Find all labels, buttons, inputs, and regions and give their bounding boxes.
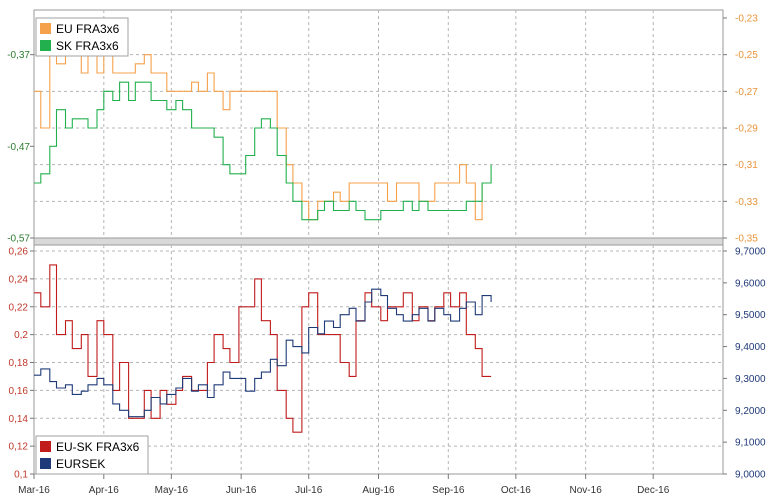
y-tick-label-right: -0,23 <box>735 14 758 25</box>
y-tick-label-right: 9,2000 <box>735 406 766 417</box>
series-line-eursek <box>34 288 492 418</box>
y-tick-label-right: 9,1000 <box>735 438 766 449</box>
legend-box <box>35 435 149 475</box>
y-tick-label-left: 0,16 <box>9 386 29 397</box>
y-tick-label-right: -0,29 <box>735 124 758 135</box>
panel-separator <box>33 237 724 246</box>
legend-label: EU FRA3x6 <box>56 22 120 36</box>
y-tick-label-left: 0,26 <box>9 247 29 258</box>
legend-label: SK FRA3x6 <box>56 39 119 53</box>
y-tick-label-right: -0,27 <box>735 87 758 98</box>
x-tick-label: Sep-16 <box>432 485 465 496</box>
axes: Mar-16 Apr-16 May-16 Jun-16 Jul-16 Aug-16 Sep-… <box>7 14 766 497</box>
legend-label: EU-SK FRA3x6 <box>56 440 140 454</box>
x-tick-label: May-16 <box>155 485 189 496</box>
y-tick-label-left: 0,22 <box>9 302 29 313</box>
series-line-eu-sk-fra3x6 <box>34 264 492 433</box>
y-tick-label-left: 0,1 <box>14 470 28 481</box>
y-tick-label-left: 0,14 <box>9 414 29 425</box>
legend-swatch <box>40 40 51 51</box>
x-tick-label: Oct-16 <box>501 485 531 496</box>
y-tick-label-left: -0,37 <box>7 50 30 61</box>
y-tick-label-right: 9,5000 <box>735 310 766 321</box>
y-tick-label-left: 0,24 <box>9 274 29 285</box>
y-tick-label-right: -0,31 <box>735 160 758 171</box>
y-tick-label-left: -0,47 <box>7 142 30 153</box>
y-tick-label-left: 0,18 <box>9 358 29 369</box>
y-tick-label-left: 0,2 <box>14 330 28 341</box>
legend-swatch <box>40 23 51 34</box>
x-tick-label: Jul-16 <box>295 485 323 496</box>
legend-label: EURSEK <box>56 457 105 471</box>
y-tick-label-right: 9,3000 <box>735 374 766 385</box>
grid <box>33 9 724 475</box>
y-tick-label-right: 9,4000 <box>735 342 766 353</box>
y-tick-label-right: -0,33 <box>735 197 758 208</box>
y-tick-label-right: -0,35 <box>735 234 758 245</box>
x-tick-label: Mar-16 <box>18 485 50 496</box>
legend-swatch <box>40 441 51 452</box>
x-tick-label: Jun-16 <box>226 485 257 496</box>
y-tick-label-right: 9,6000 <box>735 278 766 289</box>
legend-swatch <box>40 458 51 469</box>
x-tick-label: Dec-16 <box>637 485 670 496</box>
y-tick-label-right: 9,0000 <box>735 470 766 481</box>
series-line-sk-fra3x6 <box>34 81 492 221</box>
x-tick-label: Nov-16 <box>570 485 603 496</box>
y-tick-label-right: -0,25 <box>735 50 758 61</box>
series-layer <box>34 17 492 433</box>
x-tick-label: Aug-16 <box>362 485 395 496</box>
y-tick-label-right: 9,7000 <box>735 247 766 258</box>
y-tick-label-left: 0,12 <box>9 442 29 453</box>
x-tick-label: Apr-16 <box>89 485 119 496</box>
legends: EU FRA3x6 SK FRA3x6 EU-SK FRA3x6 EURSEK <box>35 17 149 475</box>
series-line-eu-fra3x6 <box>34 17 492 221</box>
y-tick-label-left: -0,57 <box>7 234 30 245</box>
legend-box <box>35 17 129 57</box>
